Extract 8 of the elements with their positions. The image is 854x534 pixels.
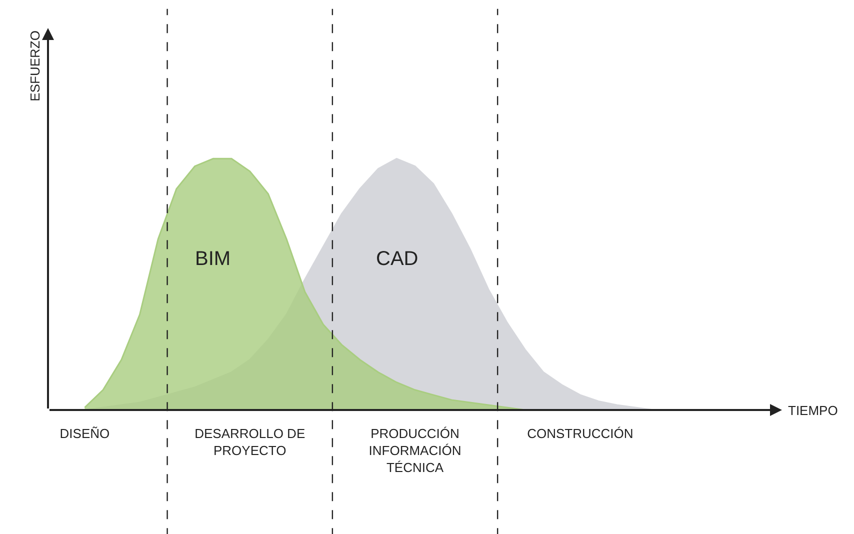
y-axis-title: ESFUERZO [27, 30, 42, 102]
x-tick-label: PRODUCCIÓN INFORMACIÓN TÉCNICA [368, 426, 462, 475]
x-tick-label: CONSTRUCCIÓN [527, 426, 634, 441]
x-tick-label: DESARROLLO DE PROYECTO [194, 426, 306, 458]
x-tick-label: DISEÑO [60, 426, 110, 441]
x-axis-title: TIEMPO [788, 403, 838, 418]
series-label: BIM [195, 248, 231, 270]
series-label: CAD [376, 248, 418, 270]
